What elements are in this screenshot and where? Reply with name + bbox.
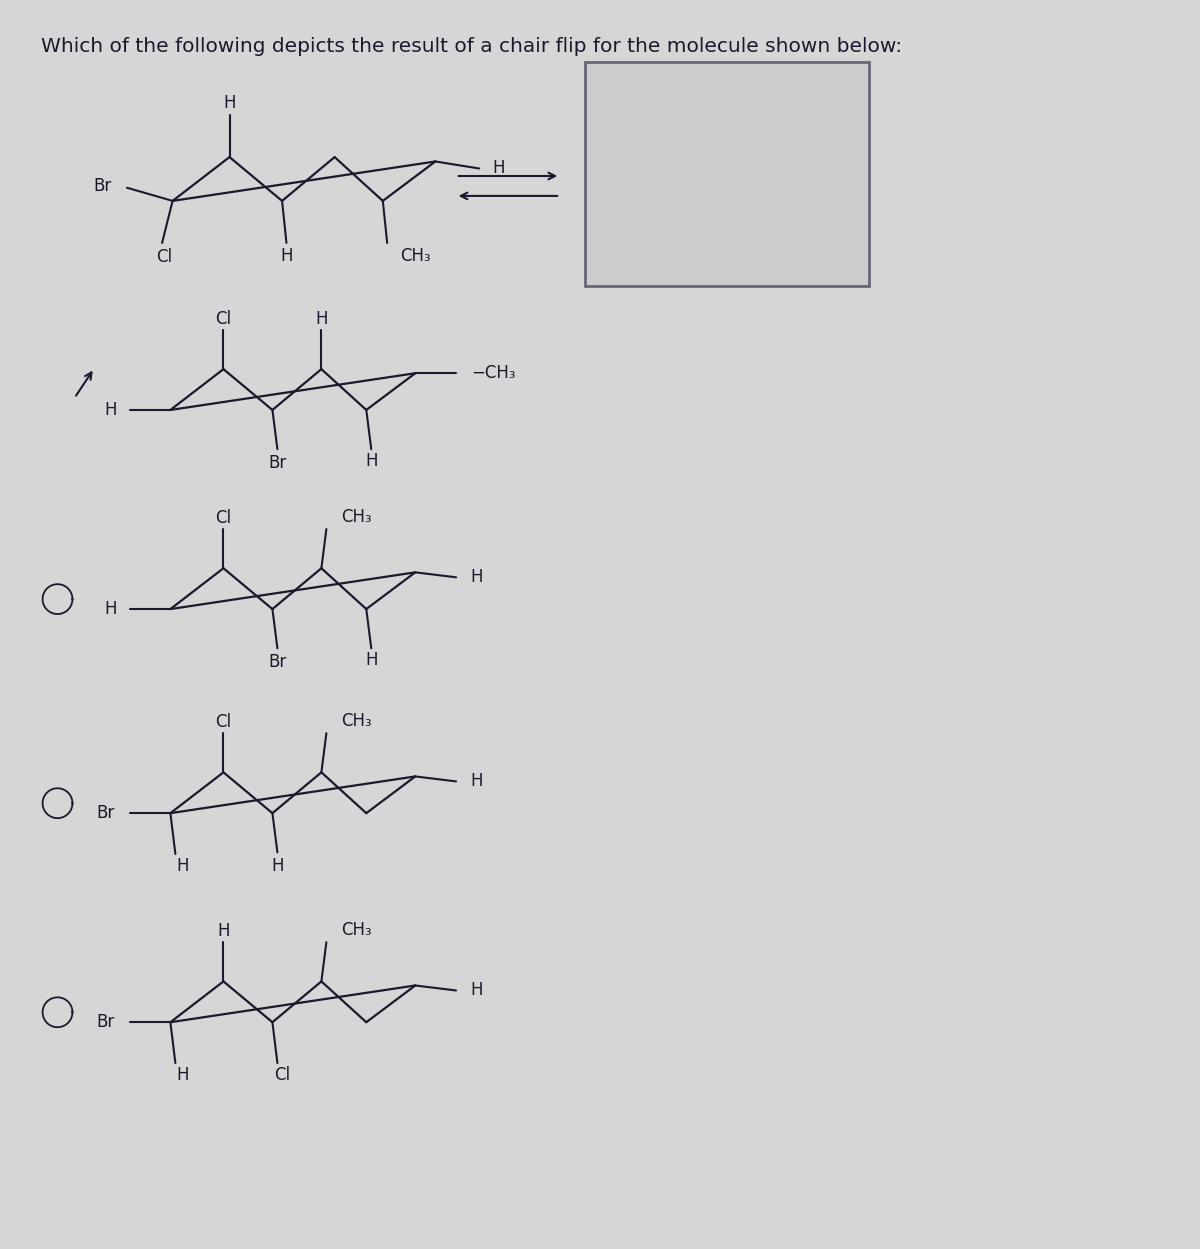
Text: H: H — [492, 160, 505, 177]
Text: H: H — [281, 247, 293, 265]
Text: Which of the following depicts the result of a chair flip for the molecule shown: Which of the following depicts the resul… — [41, 37, 901, 56]
Text: Br: Br — [97, 1013, 115, 1032]
Text: Br: Br — [94, 177, 112, 195]
Text: Cl: Cl — [275, 1067, 290, 1084]
Text: H: H — [176, 1067, 188, 1084]
Text: H: H — [271, 857, 283, 876]
Text: CH₃: CH₃ — [341, 712, 372, 729]
Text: H: H — [470, 772, 484, 791]
Text: CH₃: CH₃ — [401, 247, 431, 265]
Text: H: H — [365, 652, 378, 669]
Text: CH₃: CH₃ — [341, 508, 372, 526]
Text: H: H — [470, 982, 484, 999]
Text: H: H — [470, 568, 484, 586]
Text: H: H — [217, 922, 229, 939]
Text: H: H — [316, 310, 328, 327]
Text: −CH₃: −CH₃ — [470, 365, 515, 382]
Text: Br: Br — [269, 455, 287, 472]
Text: Cl: Cl — [156, 249, 172, 266]
Text: Cl: Cl — [215, 713, 232, 731]
Text: Br: Br — [97, 804, 115, 822]
Text: H: H — [104, 600, 116, 618]
Text: Br: Br — [269, 653, 287, 671]
Text: CH₃: CH₃ — [341, 921, 372, 939]
Text: H: H — [104, 401, 116, 418]
Text: Cl: Cl — [215, 310, 232, 327]
Text: H: H — [365, 452, 378, 471]
Text: Cl: Cl — [215, 508, 232, 527]
Bar — [586, 61, 869, 286]
Text: H: H — [176, 857, 188, 876]
Text: H: H — [223, 94, 235, 111]
